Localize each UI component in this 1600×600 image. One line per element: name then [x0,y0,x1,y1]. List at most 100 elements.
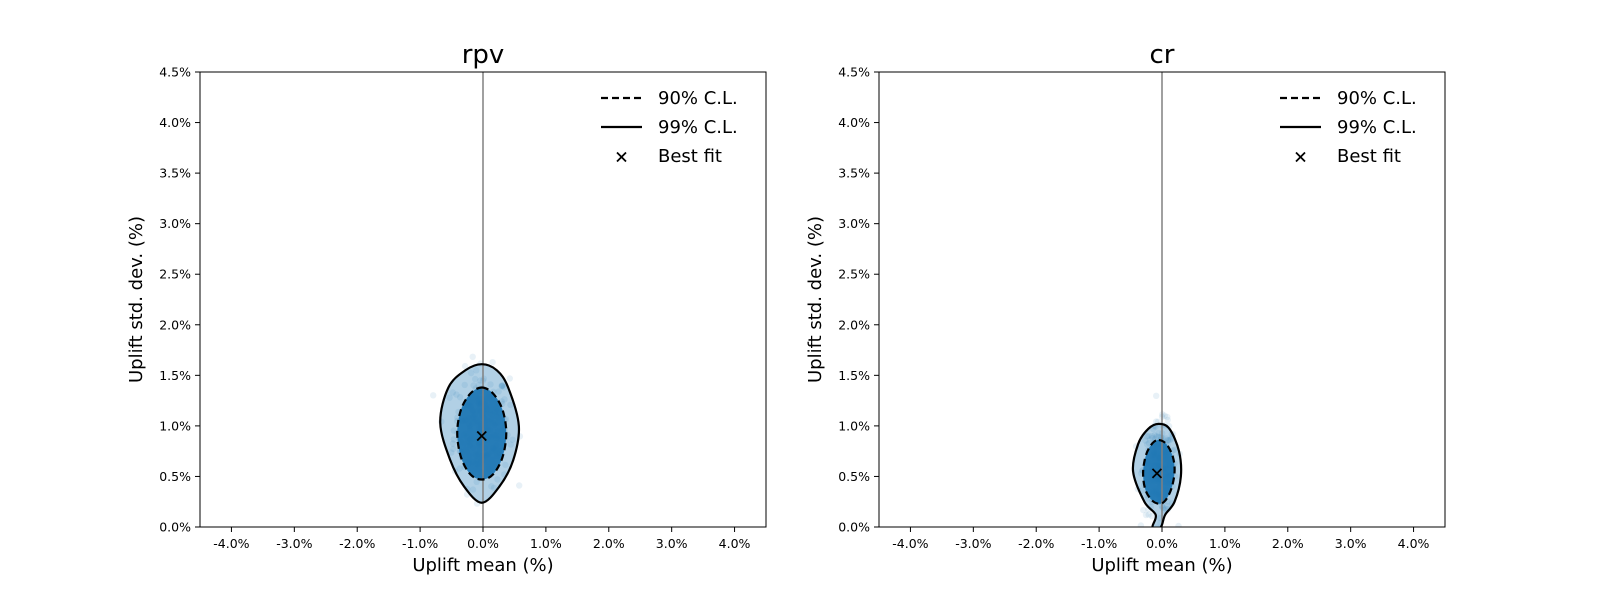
sample-point [500,384,508,391]
sample-point [450,427,457,434]
y-tick-label: 2.0% [838,317,870,332]
sample-point [456,465,463,472]
chart-panel-rpv: -4.0% -3.0% -2.0% -1.0% 0.0% 1.0% 2.0% 3.0% 4.0%… [126,40,767,576]
sample-point [498,382,505,389]
sample-point [475,381,482,388]
sample-point [495,388,502,395]
sample-point [1146,436,1154,443]
x-tick-label: -4.0% [213,536,249,551]
x-axis-label: Uplift mean (%) [1091,555,1232,576]
sample-point [507,401,514,409]
sample-point [502,461,509,469]
sample-point [449,440,457,447]
legend: 90% C.L. 99% C.L. Best fit [1280,88,1417,167]
x-tick-label: 2.0% [593,536,625,551]
x-tick-label: -4.0% [892,536,928,551]
y-tick-label: 0.0% [159,520,191,535]
sample-point [499,382,506,389]
sample-point [473,367,480,374]
sample-point [1161,412,1168,419]
sample-point [494,476,501,483]
y-tick-label: 3.5% [838,166,870,181]
sample-point [516,482,523,489]
legend-swatch-marker [1295,151,1306,163]
y-tick-label: 3.0% [159,216,191,231]
sample-point [506,375,513,382]
plot-area [1131,72,1184,527]
chart-title: rpv [462,40,505,70]
x-tick-label: 3.0% [656,536,688,551]
sample-point [487,381,494,388]
x-tick-label: 0.0% [1146,536,1178,551]
contour-99-cl [1131,422,1183,527]
x-tick-label: -3.0% [276,536,312,551]
sample-point [1167,436,1175,443]
y-tick-label: 1.5% [838,368,870,383]
sample-point [490,484,498,492]
legend-label: 99% C.L. [658,117,738,138]
x-tick-label: 3.0% [1335,536,1367,551]
sample-point [1164,436,1172,444]
sample-point [488,483,495,490]
y-tick-label: 0.5% [838,469,870,484]
x-tick-label: 4.0% [1398,536,1430,551]
sample-density-core [457,387,507,480]
sample-point [1171,446,1178,453]
best-fit-marker [1151,468,1163,479]
sample-point [456,394,464,401]
sample-point [453,391,460,398]
sample-point [1148,512,1156,520]
y-tick-label: 0.5% [159,469,191,484]
x-tick-label: 2.0% [1272,536,1304,551]
sample-point [501,396,508,403]
sample-point [446,394,453,401]
sample-point [1155,429,1162,437]
y-axis-label: Uplift std. dev. (%) [805,216,826,383]
x-tick-label: 0.0% [467,536,499,551]
sample-point [477,377,484,384]
sample-point [1169,447,1177,454]
y-tick-label: 4.0% [159,115,191,130]
sample-point [1143,433,1151,440]
sample-point [1149,434,1156,442]
contour-90-cl [1141,438,1176,505]
sample-point [450,436,457,443]
legend-label: 90% C.L. [658,88,738,109]
legend-swatch-marker [616,151,627,163]
sample-point [1163,435,1170,442]
y-tick-label: 4.0% [838,115,870,130]
x-tick-label: 1.0% [530,536,562,551]
legend-label: 99% C.L. [1337,117,1417,138]
sample-point [1153,433,1160,440]
legend-label: 90% C.L. [1337,88,1417,109]
y-axis-label: Uplift std. dev. (%) [126,216,147,383]
sample-point [1153,392,1160,399]
contour-99-cl [439,363,521,504]
x-tick-label: -3.0% [955,536,991,551]
sample-point [1150,425,1157,433]
x-tick-label: -1.0% [1081,536,1117,551]
sample-point [1137,522,1145,527]
y-tick-label: 2.0% [159,317,191,332]
sample-point [1142,511,1150,519]
legend-label: Best fit [658,146,722,167]
y-tick-label: 0.0% [838,520,870,535]
chart-title: cr [1150,40,1175,70]
sample-point [449,389,456,396]
sample-point [489,359,496,366]
sample-point [450,445,457,453]
sample-point [1151,432,1158,439]
sample-point [469,353,476,360]
y-tick-label: 3.5% [159,166,191,181]
sample-point [1162,505,1169,512]
contour-90-cl [456,386,508,481]
sample-point [480,375,487,382]
sample-point [1140,506,1147,514]
sample-point [1145,440,1153,447]
y-tick-label: 2.5% [159,267,191,282]
sample-point [448,449,455,456]
sample-point [1145,511,1152,518]
sample-point [1148,432,1156,440]
sample-point [1164,502,1171,510]
sample-point [499,382,506,390]
